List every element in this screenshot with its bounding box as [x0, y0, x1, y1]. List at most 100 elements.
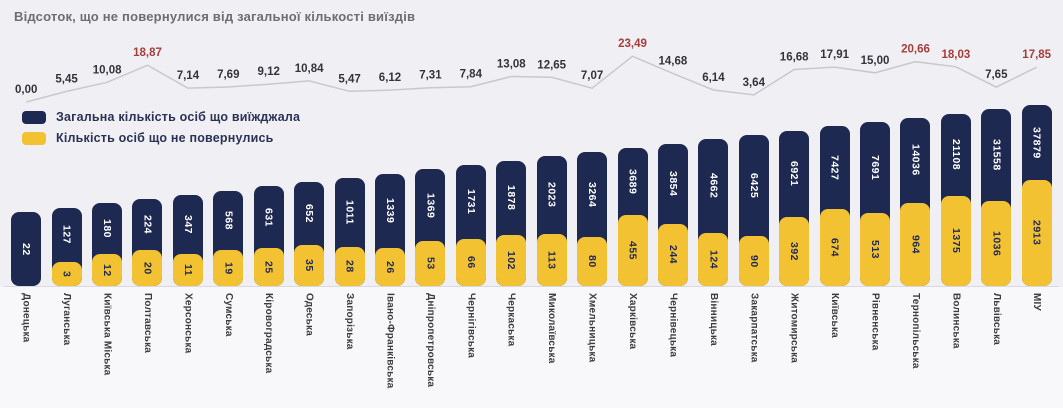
- bar-not-returned: 25: [253, 248, 284, 286]
- bar-not-returned: 113: [536, 233, 567, 286]
- chart-column: 127 3 Луганська: [46, 0, 86, 408]
- bar-not-returned-value: 964: [909, 234, 922, 254]
- bar-total-value: 14036: [909, 144, 922, 177]
- bar-total-value: 127: [60, 225, 73, 245]
- bar-total-value: 347: [181, 215, 194, 235]
- category-label-text: Київська: [829, 293, 841, 338]
- chart-column: 1369 53 Дніпропетровська: [410, 0, 450, 408]
- chart-column: 224 20 Полтавська: [127, 0, 167, 408]
- chart-column: 6425 90 Закарпатська: [734, 0, 774, 408]
- bar-not-returned-value: 455: [626, 241, 639, 261]
- bar-not-returned: 244: [657, 224, 688, 286]
- bar-not-returned-value: 124: [707, 249, 720, 269]
- category-label-text: Луганська: [61, 293, 73, 346]
- category-label-text: Хмельницька: [586, 293, 598, 363]
- bar-not-returned: 1036: [981, 201, 1012, 286]
- bar-not-returned-value: 80: [586, 255, 599, 268]
- category-label-text: Сумська: [222, 293, 234, 337]
- bar-total-value: 2023: [545, 182, 558, 208]
- bar-total-value: 3854: [666, 171, 679, 197]
- category-label-text: Харківська: [627, 293, 638, 350]
- chart-column: 568 19 Сумська: [208, 0, 248, 408]
- bar-not-returned: 392: [779, 217, 810, 286]
- legend-label-total: Загальна кількість осіб що виїжджала: [56, 110, 301, 124]
- bar-total-value: 224: [141, 215, 154, 235]
- bar-not-returned: 102: [496, 234, 527, 286]
- legend-swatch-total-icon: [22, 110, 46, 124]
- chart-column: 180 12 Київська Міська: [87, 0, 127, 408]
- legend-item-total: Загальна кількість осіб що виїжджала: [22, 110, 300, 124]
- bar-not-returned-value: 11: [181, 264, 194, 277]
- bar-not-returned-value: 244: [666, 245, 679, 265]
- category-label: Житомирська: [774, 293, 814, 363]
- bar-not-returned: 674: [819, 208, 850, 286]
- bar-not-returned: 455: [617, 215, 648, 286]
- bar-not-returned-value: 2913: [1030, 220, 1043, 246]
- category-label: Вінницька: [693, 293, 733, 346]
- category-label: Полтавська: [127, 293, 167, 353]
- chart-title: Відсоток, що не повернулися від загально…: [14, 9, 416, 24]
- category-label: Київська Міська: [87, 293, 127, 375]
- chart-column: 652 35 Одеська: [289, 0, 329, 408]
- chart-column: 2023 113 Миколаївська: [531, 0, 571, 408]
- bar-total-value: 1369: [424, 192, 437, 218]
- legend: Загальна кількість осіб що виїжджала Кіл…: [22, 110, 300, 145]
- bar-total-value: 37879: [1030, 126, 1043, 159]
- bar-not-returned-value: 53: [424, 257, 437, 271]
- bar-total-value: 1011: [343, 200, 356, 225]
- bar-not-returned: 2913: [1021, 180, 1052, 286]
- chart-column: 3264 80 Хмельницька: [572, 0, 612, 408]
- category-label-text: Кіровоградська: [263, 293, 275, 374]
- legend-label-not-returned: Кількість осіб що не повернулись: [56, 131, 274, 145]
- bar-total-value: 1878: [505, 184, 518, 211]
- chart-column: 1731 66 Чернігівська: [451, 0, 491, 408]
- category-label: Закарпатська: [734, 293, 774, 363]
- bar-not-returned-value: 674: [828, 237, 841, 257]
- bar-total-value: 7691: [869, 154, 882, 181]
- bar-not-returned-value: 392: [788, 242, 801, 262]
- category-label: Харківська: [612, 293, 652, 349]
- bar-not-returned: 53: [415, 241, 446, 286]
- bar-not-returned: 11: [172, 254, 203, 286]
- category-label: Хмельницька: [572, 293, 612, 362]
- bar-total-value: 180: [101, 219, 114, 239]
- category-label-text: Миколаївська: [546, 293, 558, 364]
- bar-not-returned: 3: [51, 262, 82, 286]
- bar-total: 22: [11, 212, 42, 286]
- bar-not-returned: 20: [132, 249, 163, 286]
- chart-column: 1339 26 Івано-Франківська: [370, 0, 410, 408]
- category-label: Івано-Франківська: [370, 293, 410, 388]
- baseline: [4, 286, 1059, 287]
- category-label: МІУ: [1017, 293, 1057, 311]
- bar-not-returned-value: 28: [343, 260, 356, 273]
- category-label: Одеська: [289, 293, 329, 336]
- bar-total-value: 3264: [586, 182, 599, 208]
- category-label: Миколаївська: [531, 293, 571, 364]
- chart-column: 3689 455 Харківська: [612, 0, 652, 408]
- bar-not-returned: 80: [577, 237, 608, 286]
- bar-not-returned: 90: [738, 236, 769, 286]
- category-label: Тернопільська: [895, 293, 935, 369]
- category-label-text: Львівська: [990, 293, 1002, 346]
- category-label-text: Запорізька: [344, 293, 356, 350]
- category-label-text: Волинська: [950, 293, 962, 349]
- chart-column: 4662 124 Вінницька: [693, 0, 733, 408]
- category-label: Запорізька: [329, 293, 369, 350]
- category-axis-area: [0, 287, 1063, 408]
- chart-column: 1011 28 Запорізька: [329, 0, 369, 408]
- bar-not-returned: 12: [92, 253, 123, 286]
- bar-not-returned: 26: [374, 247, 405, 286]
- category-label-text: Київська Міська: [101, 293, 113, 376]
- category-label: Волинська: [936, 293, 976, 349]
- bar-total-value: 1339: [383, 197, 396, 224]
- bar-total-value: 4662: [707, 173, 720, 199]
- category-label-text: Черкаська: [505, 293, 517, 347]
- bar-not-returned-value: 35: [303, 259, 316, 272]
- bar-total-value: 631: [262, 207, 275, 227]
- bar-total-value: 31558: [990, 139, 1003, 172]
- category-label-text: Одеська: [303, 293, 315, 336]
- bar-not-returned: 28: [334, 247, 365, 286]
- category-label: Донецька: [6, 293, 46, 342]
- legend-swatch-not-returned-icon: [22, 131, 46, 145]
